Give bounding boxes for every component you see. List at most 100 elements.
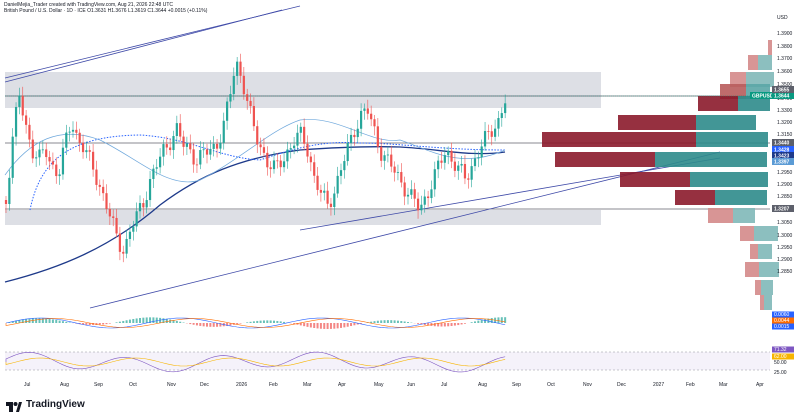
candle-body (347, 143, 349, 161)
macd-histogram-bar (35, 318, 37, 323)
price-label: 1.3600 (777, 69, 793, 75)
candle-body (59, 174, 61, 176)
macd-histogram-bar (139, 318, 141, 323)
candle-body (310, 157, 312, 163)
price-label: 1.2900 (777, 182, 793, 188)
time-label: Jul (24, 382, 30, 388)
candle-body (504, 103, 506, 113)
macd-histogram-bar (407, 322, 409, 323)
svg-text:1.3440: 1.3440 (774, 141, 790, 147)
price-tag: 1.3440 (772, 139, 794, 147)
candle-body (75, 130, 77, 133)
macd-histogram-bar (323, 323, 325, 329)
candle-body (487, 131, 489, 132)
candle-body (263, 147, 265, 153)
candle-body (92, 152, 94, 170)
rsi-band (5, 352, 770, 370)
macd-histogram-bar (270, 320, 272, 323)
candle-body (5, 200, 7, 204)
candle-body (199, 150, 201, 164)
macd-histogram-bar (193, 323, 195, 325)
rsi-value: 25.00 (774, 370, 787, 376)
candle-body (501, 113, 503, 118)
volume-bar-up (758, 244, 772, 259)
candle-body (377, 126, 379, 146)
candle-body (266, 153, 268, 167)
price-label: 1.2850 (777, 194, 793, 200)
price-label: 1.2950 (777, 245, 793, 251)
candle-body (146, 200, 148, 207)
macd-histogram-bar (122, 321, 124, 323)
candle-body (32, 140, 34, 159)
candle-body (343, 161, 345, 170)
time-label: Aug (60, 382, 69, 388)
candle-body (367, 108, 369, 113)
macd-signal-line (6, 319, 505, 328)
svg-text:1.3397: 1.3397 (774, 160, 790, 166)
macd-histogram-bar (102, 323, 104, 325)
volume-bar-down (760, 295, 764, 310)
candle-body (136, 211, 138, 226)
candle-body (303, 127, 305, 144)
macd-histogram-bar (303, 323, 305, 326)
price-label: 1.3150 (777, 132, 793, 138)
candle-body (350, 135, 352, 143)
rsi-value: 50.00 (774, 360, 787, 366)
macd-histogram-bar (313, 323, 315, 328)
candle-body (253, 106, 255, 126)
time-label: 2027 (653, 382, 664, 388)
candle-body (219, 143, 221, 149)
macd-histogram-bar (109, 323, 111, 324)
volume-bar-down (618, 115, 696, 130)
macd-histogram-bar (142, 318, 144, 323)
macd-histogram-bar (213, 323, 215, 327)
macd-histogram-bar (253, 321, 255, 323)
candle-body (276, 160, 278, 161)
macd-histogram-bar (129, 320, 131, 323)
macd-histogram-bar (504, 317, 506, 323)
volume-bar-up (758, 55, 772, 70)
candle-body (327, 191, 329, 204)
candle-body (79, 133, 81, 143)
candle-body (99, 185, 101, 187)
macd-histogram-bar (25, 319, 27, 323)
price-label: 1.2850 (777, 269, 793, 275)
macd-histogram-bar (152, 317, 154, 323)
candle-body (129, 232, 131, 239)
upper-channel-line-2 (5, 6, 300, 78)
candle-body (229, 94, 231, 101)
candle-body (273, 160, 275, 169)
volume-bar-down (768, 40, 772, 55)
volume-bar-down (745, 262, 759, 277)
candle-body (55, 165, 57, 176)
macd-histogram-bar (377, 321, 379, 323)
candle-body (260, 144, 262, 147)
macd-histogram-bar (307, 323, 309, 327)
candle-body (8, 178, 10, 204)
macd-histogram-bar (246, 322, 248, 323)
macd-histogram-bar (350, 323, 352, 326)
candle-body (370, 114, 372, 120)
candle-body (447, 151, 449, 155)
candle-body (186, 144, 188, 147)
candle-body (293, 146, 295, 149)
candle-body (65, 133, 67, 148)
candle-body (193, 149, 195, 164)
candle-body (162, 144, 164, 157)
volume-bar-down (708, 208, 733, 223)
macd-histogram-bar (206, 323, 208, 327)
macd-histogram-bar (256, 321, 258, 323)
candle-body (481, 146, 483, 157)
candle-body (316, 176, 318, 190)
candle-body (407, 195, 409, 197)
candle-body (22, 96, 24, 116)
candle-body (159, 157, 161, 168)
candle-body (300, 127, 302, 133)
macd-histogram-bar (434, 323, 436, 326)
macd-histogram-bar (474, 321, 476, 323)
candle-body (105, 193, 107, 209)
macd-histogram-bar (189, 323, 191, 324)
